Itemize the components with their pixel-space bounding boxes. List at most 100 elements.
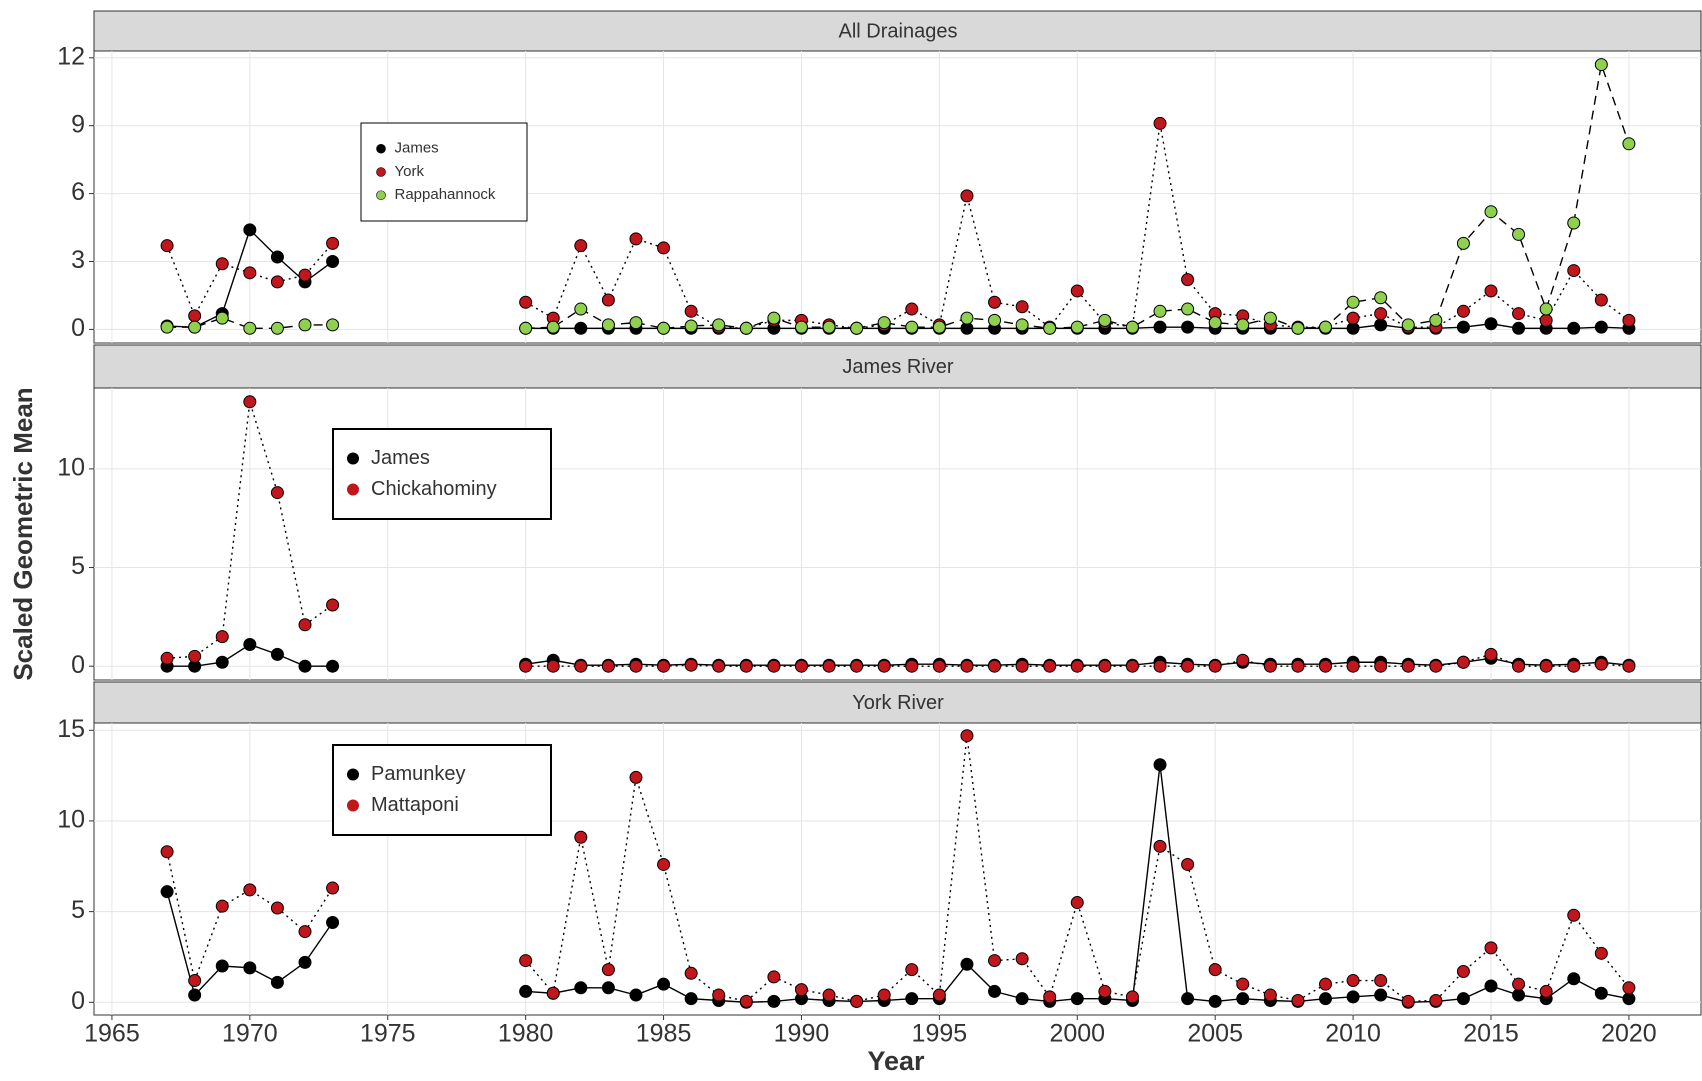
data-point [215, 899, 229, 913]
data-point [1429, 659, 1443, 673]
strip [93, 10, 1702, 52]
data-point [298, 925, 312, 939]
data-point [1484, 205, 1498, 219]
data-point [1484, 317, 1498, 331]
y-tick-label: 5 [71, 896, 85, 924]
data-point [1291, 321, 1305, 335]
x-tick-label: 2005 [1187, 1020, 1243, 1048]
data-point [574, 659, 588, 673]
data-point [1594, 946, 1608, 960]
data-point [877, 316, 891, 330]
y-tick-label: 10 [57, 806, 85, 834]
data-point [1043, 990, 1057, 1004]
data-point [1043, 659, 1057, 673]
data-point [1374, 974, 1388, 988]
data-point [1622, 313, 1636, 327]
data-point [1263, 659, 1277, 673]
data-point [546, 986, 560, 1000]
data-point [960, 659, 974, 673]
y-tick-label: 15 [57, 715, 85, 743]
y-tick-label: 12 [57, 42, 85, 70]
data-point [739, 994, 753, 1008]
data-point [270, 647, 284, 661]
data-point [270, 275, 284, 289]
y-tick-label: 0 [71, 314, 85, 342]
data-point [684, 304, 698, 318]
data-point [243, 961, 257, 975]
data-point [1181, 659, 1195, 673]
data-point [215, 655, 229, 669]
data-point [298, 268, 312, 282]
data-point [1456, 304, 1470, 318]
data-point [326, 881, 340, 895]
y-tick-label: 3 [71, 246, 85, 274]
data-point [1015, 300, 1029, 314]
data-point [684, 658, 698, 672]
data-point [1512, 659, 1526, 673]
data-point [546, 320, 560, 334]
data-point [519, 984, 533, 998]
data-point [243, 883, 257, 897]
data-point [988, 954, 1002, 968]
data-point [574, 830, 588, 844]
data-point [739, 321, 753, 335]
data-point [1512, 977, 1526, 991]
x-axis-label: Year [867, 1046, 925, 1076]
data-point [850, 321, 864, 335]
data-point [712, 988, 726, 1002]
data-point [1236, 318, 1250, 332]
data-point [1043, 321, 1057, 335]
data-point [657, 857, 671, 871]
data-point [270, 975, 284, 989]
data-point [601, 963, 615, 977]
data-point [684, 992, 698, 1006]
x-tick-label: 1970 [222, 1020, 278, 1048]
y-tick-label: 0 [71, 651, 85, 679]
data-point [601, 659, 615, 673]
data-point [1208, 316, 1222, 330]
data-point [960, 311, 974, 325]
data-point [326, 916, 340, 930]
data-point [1374, 659, 1388, 673]
legend-marker [347, 452, 359, 465]
legend-box [332, 744, 552, 836]
data-point [1125, 990, 1139, 1004]
legend-marker [347, 799, 359, 812]
data-point [215, 311, 229, 325]
data-point [601, 318, 615, 332]
data-point [270, 486, 284, 500]
data-point [326, 236, 340, 250]
data-point [1153, 116, 1167, 130]
data-point [188, 649, 202, 663]
data-point [243, 637, 257, 651]
data-point [1374, 318, 1388, 332]
x-tick-label: 2010 [1325, 1020, 1381, 1048]
data-point [960, 729, 974, 743]
data-point [657, 241, 671, 255]
data-point [1181, 302, 1195, 316]
data-point [1015, 992, 1029, 1006]
data-point [988, 659, 1002, 673]
data-point [988, 984, 1002, 998]
data-point [546, 659, 560, 673]
data-point [1567, 264, 1581, 278]
data-point [1346, 659, 1360, 673]
data-point [960, 957, 974, 971]
data-point [712, 318, 726, 332]
data-point [1319, 659, 1333, 673]
data-point [905, 302, 919, 316]
data-point [1236, 653, 1250, 667]
y-tick-label: 6 [71, 178, 85, 206]
data-point [794, 659, 808, 673]
data-point [905, 992, 919, 1006]
data-point [326, 659, 340, 673]
data-point [1594, 986, 1608, 1000]
data-point [629, 659, 643, 673]
data-point [629, 988, 643, 1002]
data-point [1456, 655, 1470, 669]
panel-title: All Drainages [839, 20, 958, 42]
data-point [932, 988, 946, 1002]
data-point [932, 320, 946, 334]
